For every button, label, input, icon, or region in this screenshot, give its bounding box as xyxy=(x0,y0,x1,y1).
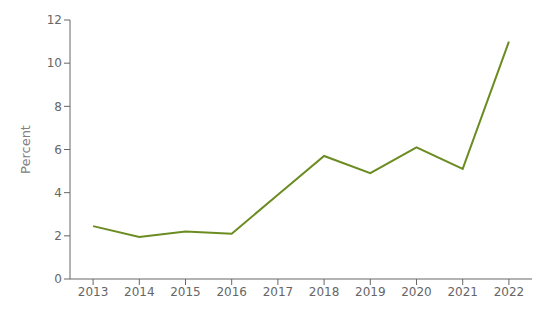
svg-text:2022: 2022 xyxy=(494,285,525,299)
svg-text:2020: 2020 xyxy=(401,285,432,299)
svg-text:8: 8 xyxy=(54,100,62,114)
svg-text:2021: 2021 xyxy=(447,285,478,299)
svg-text:2013: 2013 xyxy=(78,285,109,299)
svg-text:2016: 2016 xyxy=(216,285,247,299)
svg-text:2014: 2014 xyxy=(124,285,155,299)
svg-text:6: 6 xyxy=(54,143,62,157)
svg-text:0: 0 xyxy=(54,272,62,286)
svg-text:10: 10 xyxy=(47,56,62,70)
svg-text:2019: 2019 xyxy=(355,285,386,299)
svg-text:Percent: Percent xyxy=(18,125,33,174)
svg-text:2018: 2018 xyxy=(309,285,340,299)
svg-text:2: 2 xyxy=(54,229,62,243)
svg-text:4: 4 xyxy=(54,186,62,200)
svg-text:12: 12 xyxy=(47,13,62,27)
svg-text:2015: 2015 xyxy=(170,285,201,299)
svg-text:2017: 2017 xyxy=(263,285,294,299)
